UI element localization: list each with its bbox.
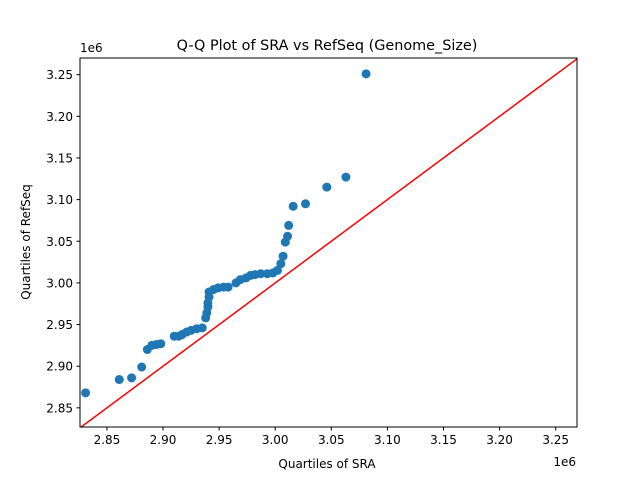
x-offset-label: 1e6: [553, 455, 576, 469]
data-point: [223, 282, 233, 292]
data-point: [341, 172, 351, 182]
y-tick-label: 3.00: [46, 276, 73, 290]
y-tick-label: 2.85: [46, 401, 73, 415]
x-tick-label: 2.95: [206, 433, 233, 447]
data-point: [288, 201, 298, 211]
data-point: [114, 375, 124, 385]
data-point: [276, 259, 286, 269]
data-point: [283, 231, 293, 241]
x-tick-label: 3.25: [542, 433, 569, 447]
data-point: [81, 388, 91, 398]
y-axis-label: Quartiles of RefSeq: [19, 184, 33, 300]
data-point: [156, 339, 166, 349]
x-axis-label: Quartiles of SRA: [278, 457, 376, 471]
data-point: [361, 69, 371, 79]
data-point: [127, 373, 137, 383]
data-point: [322, 182, 332, 192]
plot-frame: [79, 57, 578, 428]
x-tick-label: 2.90: [150, 433, 177, 447]
y-tick-label: 2.90: [46, 360, 73, 374]
data-point: [197, 323, 207, 333]
x-tick-label: 3.10: [374, 433, 401, 447]
x-tick-label: 3.00: [262, 433, 289, 447]
x-tick-label: 3.20: [486, 433, 513, 447]
y-tick-label: 2.95: [46, 318, 73, 332]
y-tick-label: 3.25: [46, 68, 73, 82]
y-tick-label: 3.10: [46, 193, 73, 207]
x-tick-label: 3.15: [430, 433, 457, 447]
y-tick-label: 3.15: [46, 151, 73, 165]
y-tick-label: 3.20: [46, 110, 73, 124]
y-offset-label: 1e6: [80, 41, 103, 55]
y-tick-label: 3.05: [46, 235, 73, 249]
data-point: [301, 199, 311, 209]
x-tick-label: 2.85: [94, 433, 121, 447]
data-point: [256, 269, 266, 279]
data-point: [284, 220, 294, 230]
reference-line-y-equals-x: [80, 58, 577, 427]
chart-title: Q-Q Plot of SRA vs RefSeq (Genome_Size): [177, 38, 478, 54]
x-tick-label: 3.05: [318, 433, 345, 447]
data-point: [137, 362, 147, 372]
data-point: [278, 251, 288, 261]
data-point: [272, 265, 282, 275]
